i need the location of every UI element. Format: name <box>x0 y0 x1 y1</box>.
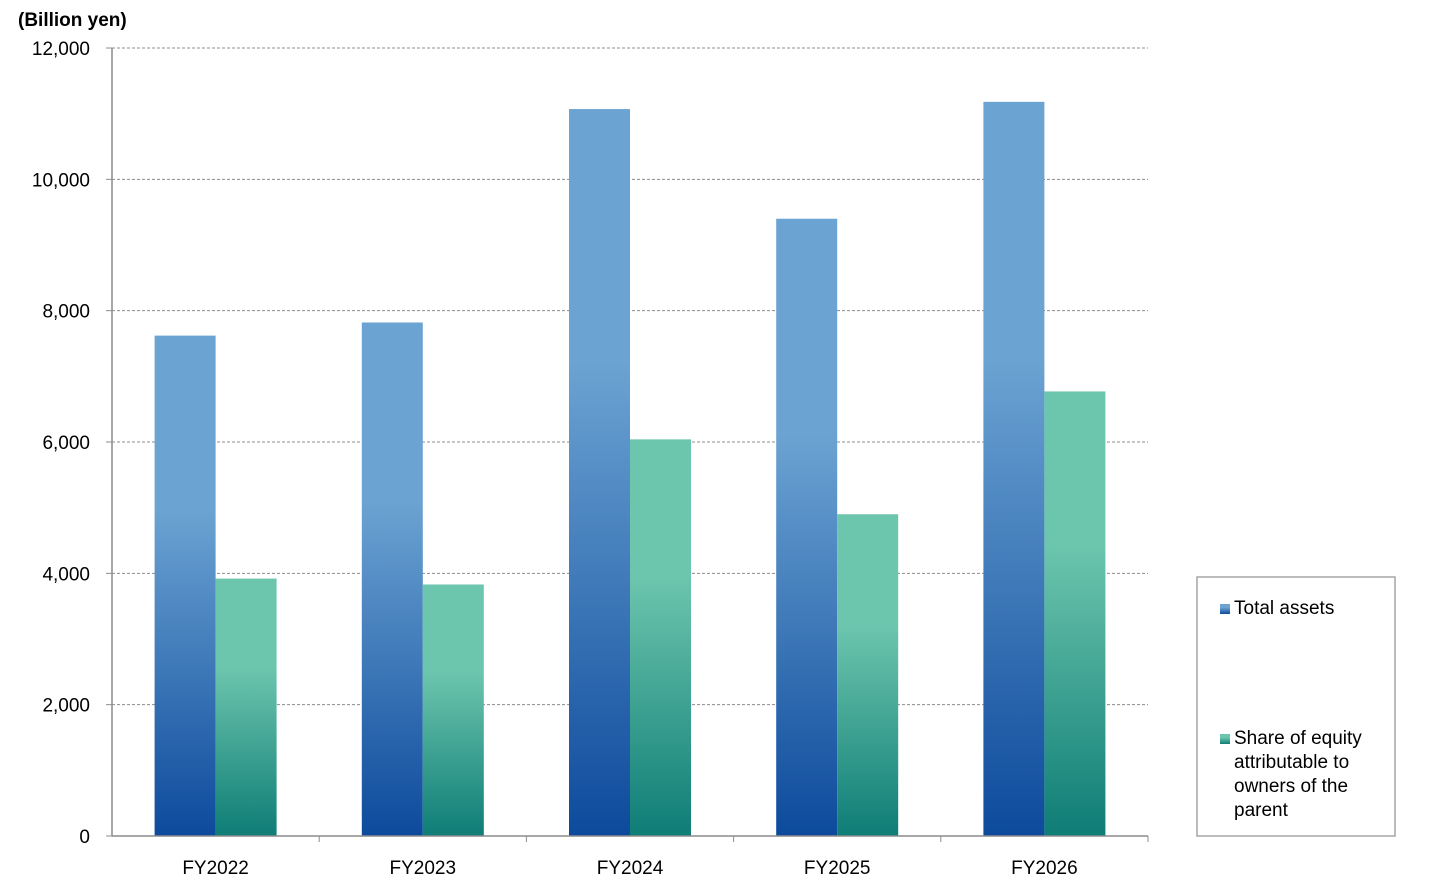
legend-swatch-1 <box>1220 734 1230 744</box>
bars <box>154 101 1106 836</box>
axes: 0 2,000 4,000 6,000 8,000 10,000 12,000 FY2022 F… <box>32 39 1149 879</box>
bar-FY2024-series-0 <box>569 109 630 836</box>
legend-label-1: Share of equity <box>1234 728 1362 749</box>
x-tick-label: FY2023 <box>390 858 457 879</box>
bar-FY2023-series-1 <box>422 584 484 836</box>
x-tick-label: FY2025 <box>804 858 871 879</box>
legend-label-1: attributable to <box>1234 752 1349 773</box>
legend: Total assets Share of equity attributable … <box>1196 576 1396 837</box>
bar-FY2023-series-0 <box>361 322 423 836</box>
legend-label-0: Total assets <box>1234 598 1334 619</box>
legend-box <box>1196 576 1396 837</box>
bar-FY2022-series-0 <box>154 335 216 836</box>
y-tick-label: 8,000 <box>42 302 90 323</box>
bar-FY2026-series-0 <box>983 101 1045 836</box>
legend-label-1: owners of the <box>1234 776 1348 797</box>
bar-FY2025-series-1 <box>837 514 899 836</box>
y-tick-label: 2,000 <box>42 696 90 717</box>
y-tick-label: 4,000 <box>42 564 90 585</box>
unit-label: (Billion yen) <box>18 10 127 31</box>
x-tick-label: FY2022 <box>182 858 249 879</box>
y-tick-label: 0 <box>79 827 90 848</box>
y-tick-label: 10,000 <box>32 170 90 191</box>
bar-FY2025-series-0 <box>776 218 838 836</box>
bar-FY2024-series-1 <box>630 439 691 836</box>
y-tick-label: 12,000 <box>32 39 90 60</box>
bar-FY2026-series-1 <box>1044 391 1106 836</box>
y-tick-label: 6,000 <box>42 433 90 454</box>
legend-label-1: parent <box>1234 800 1289 821</box>
bar-FY2022-series-1 <box>215 578 277 836</box>
x-tick-label: FY2024 <box>597 858 664 879</box>
legend-swatch-0 <box>1220 604 1230 614</box>
x-tick-label: FY2026 <box>1011 858 1078 879</box>
